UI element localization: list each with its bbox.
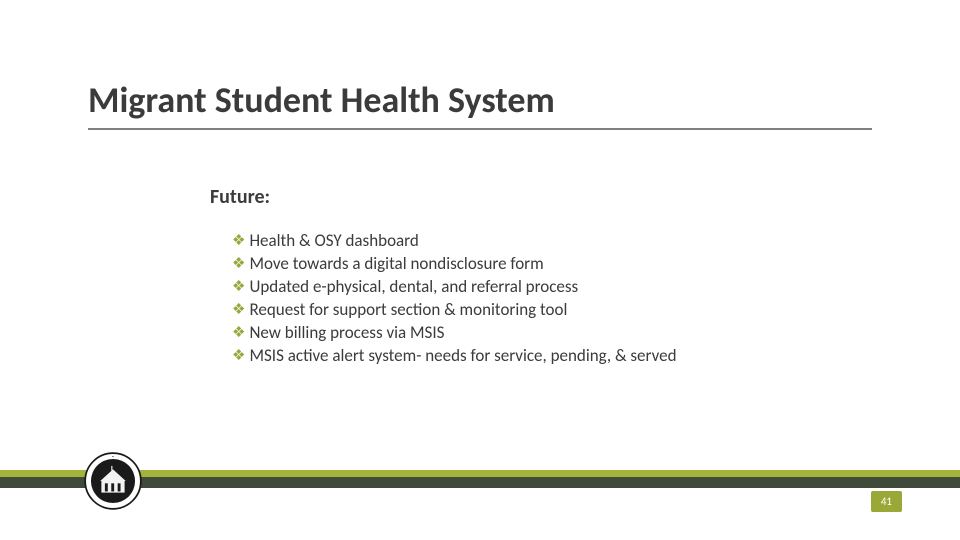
- page-number: 41: [881, 495, 892, 508]
- subtitle: Future:: [210, 185, 270, 209]
- diamond-bullet-icon: ❖: [232, 345, 245, 368]
- bullet-text: Request for support section & monitoring…: [249, 299, 567, 322]
- list-item: ❖ Request for support section & monitori…: [232, 299, 677, 322]
- page-number-badge: 41: [871, 491, 902, 512]
- seal-icon: [84, 452, 142, 510]
- diamond-bullet-icon: ❖: [232, 276, 245, 299]
- bullet-text: Health & OSY dashboard: [249, 230, 418, 253]
- bullet-list: ❖ Health & OSY dashboard ❖ Move towards …: [232, 230, 677, 368]
- diamond-bullet-icon: ❖: [232, 299, 245, 322]
- bullet-text: New billing process via MSIS: [249, 322, 444, 345]
- footer-bar: [0, 470, 960, 488]
- slide: Migrant Student Health System Future: ❖ …: [0, 0, 960, 540]
- page-title: Migrant Student Health System: [88, 78, 872, 130]
- diamond-bullet-icon: ❖: [232, 253, 245, 276]
- bullet-text: Updated e-physical, dental, and referral…: [249, 276, 578, 299]
- footer-bar-top: [0, 470, 960, 477]
- diamond-bullet-icon: ❖: [232, 322, 245, 345]
- list-item: ❖ Updated e-physical, dental, and referr…: [232, 276, 677, 299]
- list-item: ❖ Move towards a digital nondisclosure f…: [232, 253, 677, 276]
- bullet-text: Move towards a digital nondisclosure for…: [249, 253, 543, 276]
- footer-bar-bottom: [0, 477, 960, 488]
- bullet-text: MSIS active alert system- needs for serv…: [249, 345, 676, 368]
- diamond-bullet-icon: ❖: [232, 230, 245, 253]
- title-region: Migrant Student Health System: [88, 78, 872, 130]
- list-item: ❖ MSIS active alert system- needs for se…: [232, 345, 677, 368]
- list-item: ❖ New billing process via MSIS: [232, 322, 677, 345]
- list-item: ❖ Health & OSY dashboard: [232, 230, 677, 253]
